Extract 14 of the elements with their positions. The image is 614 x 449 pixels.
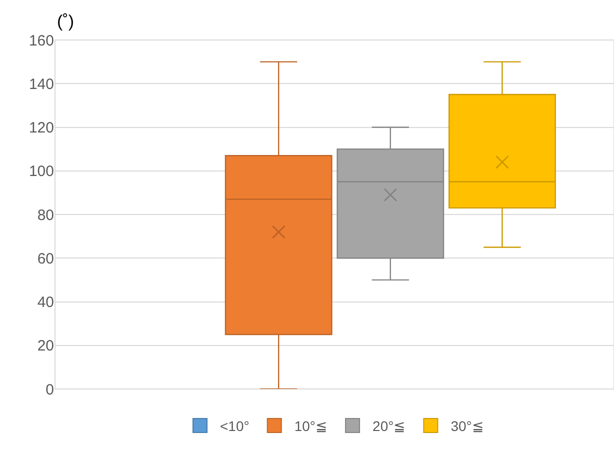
legend-label: 10°≦ bbox=[294, 418, 328, 434]
y-tick-label: 120 bbox=[28, 120, 54, 136]
y-tick-label: 40 bbox=[37, 294, 54, 311]
legend-label: <10° bbox=[220, 418, 250, 434]
y-tick-label: 80 bbox=[37, 206, 54, 224]
legend-label: 20°≦ bbox=[372, 418, 406, 434]
y-axis-title: (˚) bbox=[57, 12, 74, 31]
y-tick-label: 20 bbox=[37, 338, 54, 355]
y-tick-label: 100 bbox=[28, 163, 54, 180]
y-tick-label: 60 bbox=[37, 250, 54, 268]
y-tick-label: 160 bbox=[28, 32, 54, 50]
legend-label: 30°≦ bbox=[450, 418, 484, 434]
y-tick-label: 140 bbox=[28, 76, 54, 93]
y-tick-label: 0 bbox=[46, 381, 54, 398]
